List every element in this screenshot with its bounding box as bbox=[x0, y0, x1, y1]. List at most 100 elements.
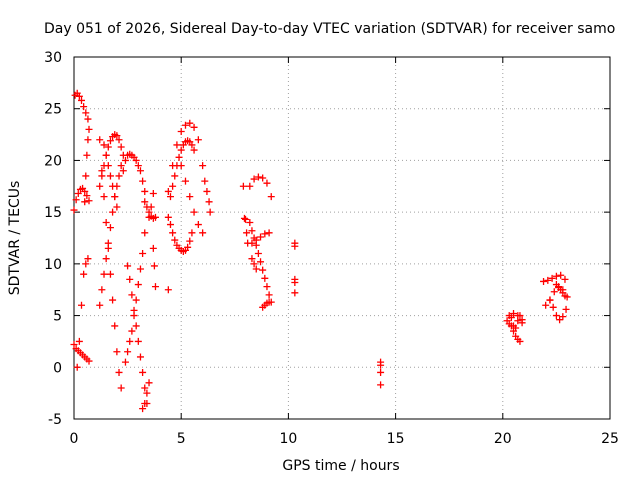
data-point bbox=[552, 272, 560, 280]
data-point bbox=[104, 143, 112, 151]
data-point bbox=[169, 182, 177, 190]
data-point bbox=[201, 177, 209, 185]
data-point bbox=[141, 229, 149, 237]
data-point bbox=[111, 322, 119, 330]
data-point bbox=[556, 316, 564, 324]
data-point bbox=[377, 361, 385, 369]
data-point bbox=[106, 137, 114, 145]
data-point bbox=[145, 213, 153, 221]
data-point bbox=[261, 274, 269, 282]
data-point bbox=[544, 276, 552, 284]
data-point bbox=[542, 301, 550, 309]
y-tick-label: 20 bbox=[44, 153, 62, 169]
data-point bbox=[265, 291, 273, 299]
data-point bbox=[250, 175, 258, 183]
data-point bbox=[78, 96, 86, 104]
data-point bbox=[136, 265, 144, 273]
data-point bbox=[188, 229, 196, 237]
data-point bbox=[164, 187, 172, 195]
series-arc-32 bbox=[507, 322, 524, 345]
series-arc-29 bbox=[291, 239, 299, 297]
axis-ticks: 0 5 10 15 20 25 -5 0 5 10 15 20 25 30 bbox=[44, 50, 619, 447]
data-point bbox=[117, 162, 125, 170]
data-point bbox=[126, 275, 134, 283]
data-point bbox=[126, 337, 134, 345]
data-point bbox=[254, 173, 262, 181]
data-point bbox=[149, 190, 157, 198]
data-point bbox=[263, 283, 271, 291]
data-point bbox=[75, 92, 83, 100]
data-point bbox=[267, 193, 275, 201]
y-axis-label: SDTVAR / TECUs bbox=[7, 181, 23, 296]
data-point bbox=[546, 296, 554, 304]
data-point bbox=[190, 123, 198, 131]
series-arc-24 bbox=[246, 173, 275, 201]
data-point bbox=[194, 136, 202, 144]
data-point bbox=[250, 260, 258, 268]
x-axis-label: GPS time / hours bbox=[282, 458, 399, 474]
data-point bbox=[143, 389, 151, 397]
data-point bbox=[550, 288, 558, 296]
data-point bbox=[106, 172, 114, 180]
data-point bbox=[104, 162, 112, 170]
data-point bbox=[265, 229, 273, 237]
data-point bbox=[254, 250, 262, 258]
data-point bbox=[109, 208, 117, 216]
data-point bbox=[257, 258, 265, 266]
series-arc-34 bbox=[540, 271, 569, 285]
data-point bbox=[171, 172, 179, 180]
data-point bbox=[147, 203, 155, 211]
data-point bbox=[186, 193, 194, 201]
data-point bbox=[259, 266, 267, 274]
x-tick-label: 25 bbox=[601, 431, 619, 447]
data-point bbox=[377, 368, 385, 376]
data-point bbox=[70, 341, 78, 349]
data-point bbox=[84, 255, 92, 263]
data-point bbox=[248, 255, 256, 263]
data-point bbox=[175, 153, 183, 161]
data-point bbox=[177, 162, 185, 170]
data-point bbox=[130, 312, 138, 320]
data-point bbox=[173, 141, 181, 149]
data-point bbox=[190, 208, 198, 216]
data-point bbox=[98, 172, 106, 180]
data-point bbox=[98, 286, 106, 294]
data-point bbox=[72, 196, 80, 204]
data-point bbox=[132, 322, 140, 330]
data-point bbox=[136, 353, 144, 361]
data-point bbox=[263, 179, 271, 187]
data-point bbox=[84, 136, 92, 144]
data-point bbox=[291, 278, 299, 286]
data-point bbox=[113, 203, 121, 211]
data-point bbox=[510, 310, 518, 318]
data-point bbox=[141, 384, 149, 392]
data-point bbox=[181, 177, 189, 185]
data-point bbox=[117, 384, 125, 392]
data-point bbox=[128, 291, 136, 299]
data-point bbox=[96, 301, 104, 309]
data-point bbox=[186, 119, 194, 127]
data-point bbox=[188, 141, 196, 149]
data-point bbox=[239, 182, 247, 190]
data-point bbox=[132, 156, 140, 164]
data-point bbox=[557, 271, 565, 279]
data-point bbox=[124, 262, 132, 270]
data-points bbox=[70, 89, 571, 413]
series-arc-2 bbox=[70, 184, 93, 214]
data-point bbox=[134, 162, 142, 170]
data-point bbox=[80, 103, 88, 111]
series-arc-3 bbox=[73, 255, 92, 371]
data-point bbox=[141, 187, 149, 195]
data-point bbox=[514, 312, 522, 320]
series-arc-9 bbox=[100, 141, 121, 211]
data-point bbox=[81, 187, 89, 195]
data-point bbox=[124, 348, 132, 356]
data-point bbox=[100, 270, 108, 278]
series-arc-21 bbox=[177, 162, 207, 237]
data-point bbox=[291, 289, 299, 297]
data-point bbox=[85, 197, 93, 205]
data-point bbox=[100, 141, 108, 149]
data-point bbox=[109, 296, 117, 304]
data-point bbox=[548, 274, 556, 282]
